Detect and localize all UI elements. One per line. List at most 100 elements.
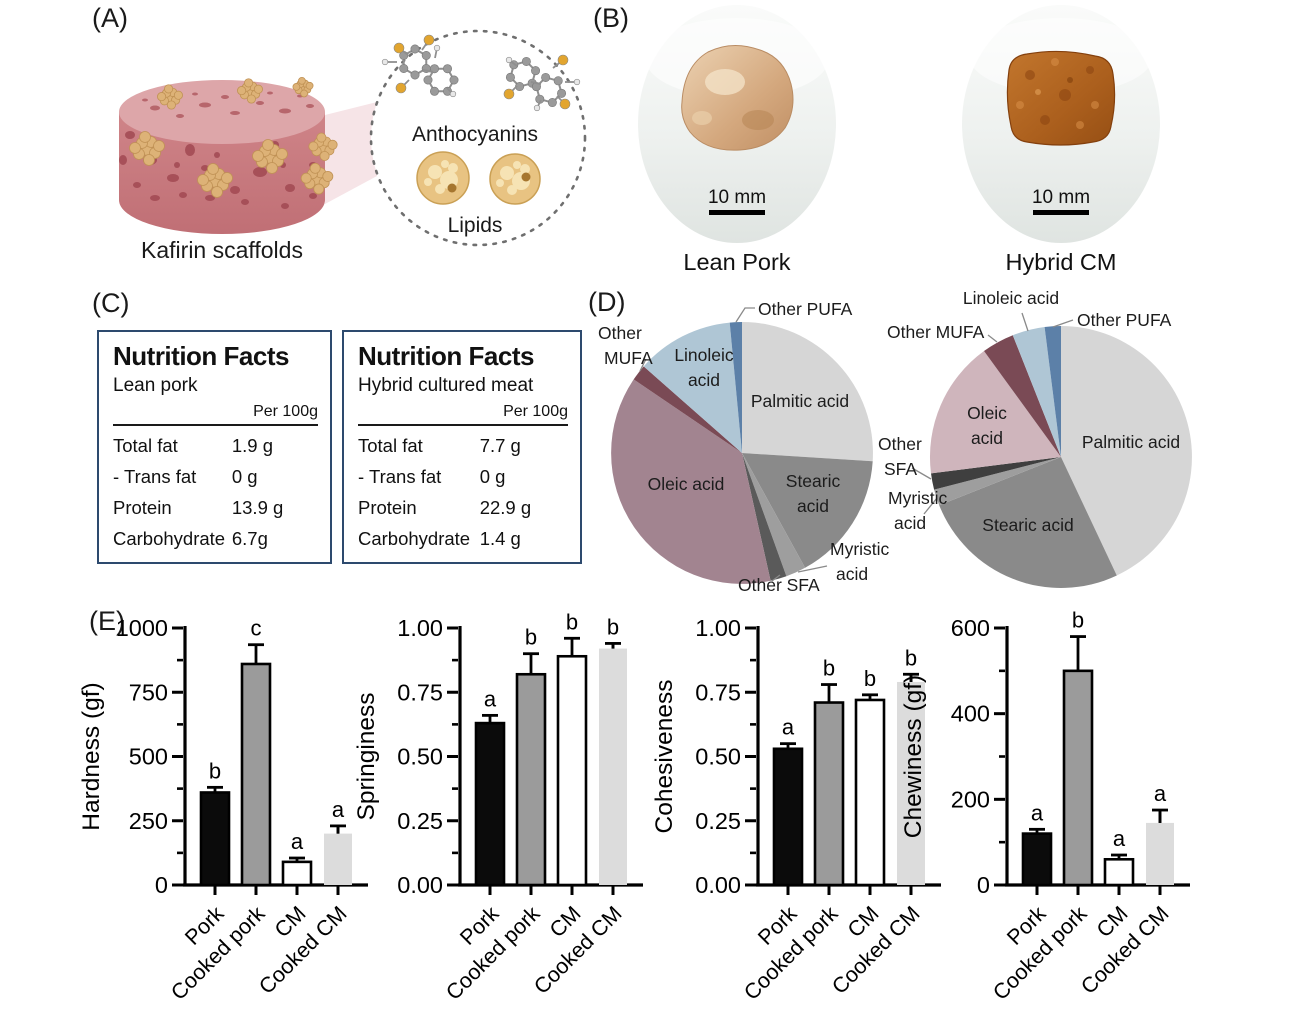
pie-slice — [931, 457, 1061, 490]
row-value: 6.7g — [231, 527, 268, 549]
y-tick-label: 1.00 — [695, 615, 741, 641]
significance-letter: c — [251, 616, 262, 641]
lean-pork-scalebar-label: 10 mm — [708, 187, 766, 208]
lean-pork-photo: 10 mm — [638, 5, 836, 243]
pie-slice — [1012, 327, 1061, 457]
significance-letter: b — [905, 645, 917, 670]
panel-d-tag: (D) — [588, 287, 626, 317]
row-label: Carbohydrate — [113, 527, 226, 549]
row-value: 0 g — [231, 465, 258, 487]
pie-slice-label: Myristic — [888, 488, 948, 508]
y-tick-label: 0 — [977, 872, 990, 898]
nutrition-column-header: Per 100g — [358, 403, 568, 426]
lipids-label: Lipids — [448, 214, 503, 237]
pie-slice — [742, 453, 873, 568]
significance-letter: b — [209, 758, 221, 783]
fatty-acid-pie-charts: Palmitic acid Stearic acid Oleic acid Linole… — [598, 288, 1192, 595]
kafirin-scaffold-illustration: Anthocyanins Lipids Kafirin scaffolds — [119, 29, 587, 263]
significance-letter: a — [291, 829, 304, 854]
pie-slice-label: Stearic acid — [982, 515, 1073, 535]
significance-letter: a — [1113, 826, 1126, 851]
pie-slice — [929, 351, 1061, 474]
fatty-acid-pie-hybrid-cm: Palmitic acid Stearic acid Oleic acid Linole… — [878, 288, 1192, 588]
pie-slice-label: acid — [894, 513, 926, 533]
panel-b-tag: (B) — [593, 3, 629, 33]
bar — [240, 662, 272, 887]
table-row: - Trans fat 0 g — [358, 466, 568, 488]
pie-slice — [934, 457, 1061, 506]
pie-slice — [729, 322, 742, 453]
y-axis-label: Chewiness (gf) — [900, 675, 927, 838]
bar — [1021, 832, 1053, 887]
y-tick-label: 1000 — [116, 615, 168, 641]
bar — [599, 648, 627, 885]
table-row: Total fat 7.7 g — [358, 435, 568, 457]
pie-slice-label: Oleic — [967, 403, 1007, 423]
hybrid-cm-scalebar — [1033, 210, 1089, 215]
nutrition-table-hybrid-cm: Nutrition Facts Hybrid cultured meat Per… — [342, 330, 582, 564]
hybrid-cm-scalebar-label: 10 mm — [1032, 187, 1090, 208]
table-row: - Trans fat 0 g — [113, 466, 318, 488]
table-row: Carbohydrate 1.4 g — [358, 528, 568, 550]
row-label: - Trans fat — [113, 465, 197, 487]
pie-slice-label: Other — [598, 323, 642, 343]
pie-slice-label: Other PUFA — [758, 299, 853, 319]
significance-letter: b — [864, 666, 876, 691]
pie-slice-label: acid — [797, 496, 829, 516]
hybrid-cm-photo: 10 mm — [962, 5, 1160, 243]
significance-letter: a — [484, 686, 497, 711]
y-tick-label: 0 — [155, 872, 168, 898]
row-label: Protein — [358, 496, 417, 518]
pie-slice — [742, 453, 787, 581]
lipid-droplets — [416, 151, 541, 205]
y-tick-label: 0.00 — [695, 872, 741, 898]
y-tick-label: 0.75 — [397, 679, 443, 705]
pie-slice-label: Other — [878, 434, 922, 454]
significance-letter: b — [823, 656, 835, 681]
bar — [324, 833, 352, 885]
bar — [772, 747, 804, 887]
row-value: 13.9 g — [231, 496, 284, 518]
row-value: 0 g — [479, 465, 506, 487]
pie-slice-label: Palmitic acid — [751, 391, 849, 411]
table-row: Protein 22.9 g — [358, 497, 568, 519]
y-tick-label: 0.00 — [397, 872, 443, 898]
bar — [281, 860, 313, 887]
row-label: Protein — [113, 496, 172, 518]
significance-letter: a — [1031, 800, 1044, 825]
y-tick-label: 600 — [951, 615, 990, 641]
table-row: Total fat 1.9 g — [113, 435, 318, 457]
panel-c-tag: (C) — [92, 288, 130, 318]
lean-pork-scalebar — [709, 210, 765, 215]
y-tick-label: 200 — [951, 786, 990, 812]
significance-letter: b — [607, 614, 619, 639]
pie-slice-label: Oleic acid — [648, 474, 725, 494]
row-label: - Trans fat — [358, 465, 442, 487]
pie-slice-label: Linoleic — [674, 345, 734, 365]
pie-slice-label: Other MUFA — [887, 322, 985, 342]
pie-slice-label: Stearic — [786, 471, 841, 491]
y-tick-label: 0.50 — [397, 744, 443, 770]
row-value: 1.9 g — [231, 434, 274, 456]
pie-slice — [611, 379, 771, 584]
nutrition-table-lean-pork: Nutrition Facts Lean pork Per 100g Total… — [97, 330, 332, 564]
row-label: Total fat — [358, 434, 423, 456]
pie-slice — [742, 453, 806, 577]
panel-a-tag: (A) — [92, 3, 128, 33]
row-value: 22.9 g — [479, 496, 532, 518]
y-tick-label: 0.75 — [695, 679, 741, 705]
y-tick-label: 500 — [129, 744, 168, 770]
bar — [474, 721, 506, 887]
y-axis-label: Springiness — [353, 692, 380, 820]
table-row: Protein 13.9 g — [113, 497, 318, 519]
bar — [1062, 669, 1094, 887]
bar — [813, 701, 845, 887]
row-label: Total fat — [113, 434, 178, 456]
pie-slice-label: SFA — [884, 459, 917, 479]
y-axis-label: Hardness (gf) — [78, 682, 105, 830]
y-tick-label: 400 — [951, 701, 990, 727]
y-tick-label: 0.50 — [695, 744, 741, 770]
